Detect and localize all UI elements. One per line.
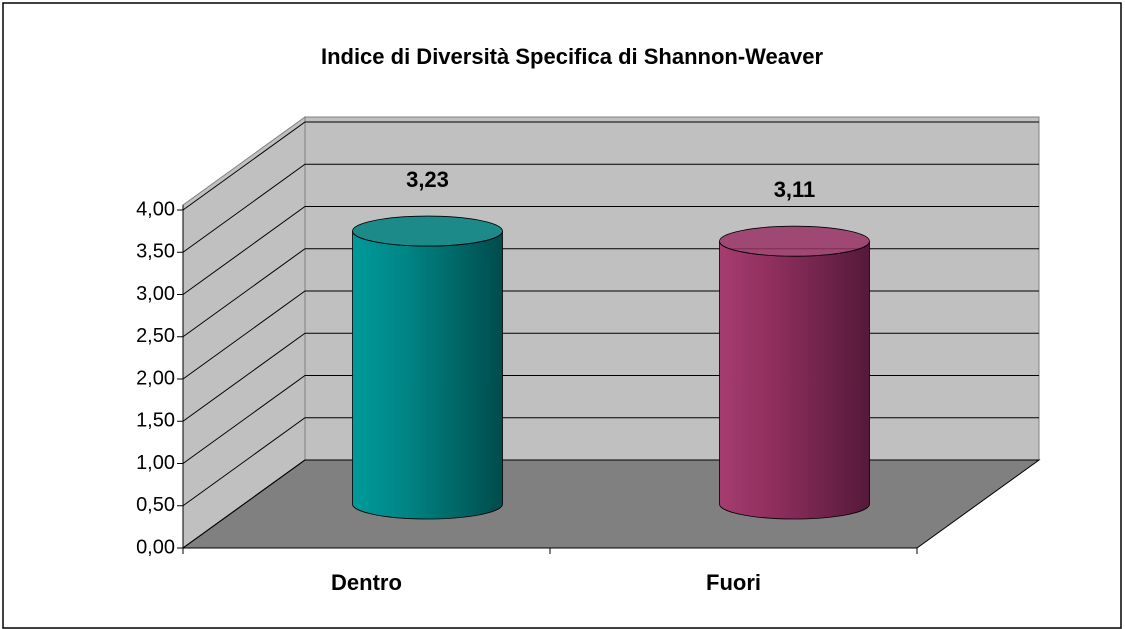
y-tick-label: 1,00	[136, 452, 175, 474]
y-tick-label: 2,00	[136, 367, 175, 389]
chart-title: Indice di Diversità Specifica di Shannon…	[321, 44, 824, 69]
grid-line	[182, 163, 1039, 253]
bar-top	[352, 215, 503, 247]
x-tick-label: Fuori	[706, 570, 761, 595]
value-label: 3,11	[774, 177, 816, 202]
floor	[181, 459, 1041, 549]
grid-line	[182, 121, 1039, 211]
bar-top	[719, 225, 870, 257]
x-tick-label: Dentro	[331, 570, 402, 595]
y-tick-label: 0,00	[136, 536, 175, 558]
y-tick-label: 0,50	[136, 494, 175, 516]
y-tick-label: 2,50	[136, 325, 175, 347]
plot-area: 0,00 0,50 1,00 1,50 2,00 2,50 3,00 3,50 4,00 Dent…	[136, 116, 1041, 595]
y-tick-label: 3,50	[136, 241, 175, 263]
bar	[719, 241, 870, 520]
y-tick-label: 4,00	[136, 198, 175, 220]
grid-line	[182, 206, 1039, 295]
bar	[352, 231, 503, 520]
value-label: 3,23	[406, 167, 449, 192]
y-tick-label: 3,00	[136, 283, 175, 305]
y-tick-label: 1,50	[136, 410, 175, 432]
